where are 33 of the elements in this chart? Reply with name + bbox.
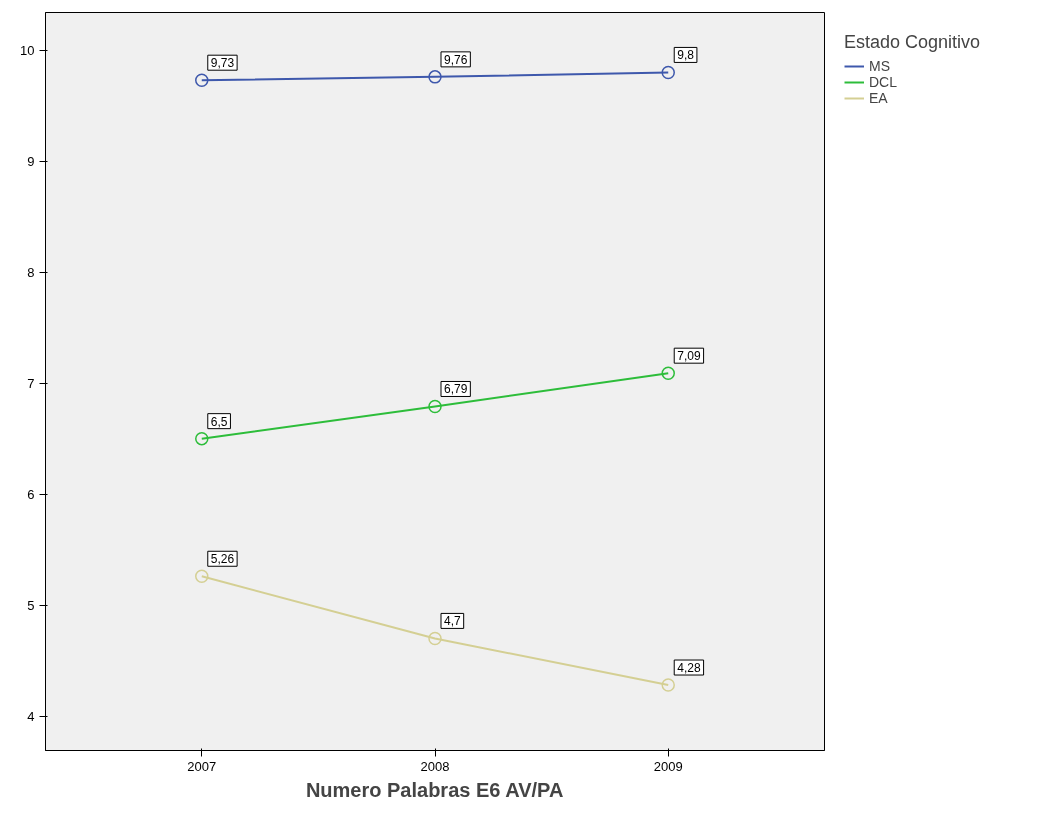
data-label: 9,73 [210, 56, 235, 71]
legend-label: EA [869, 90, 889, 106]
y-tick-label: 7 [27, 375, 35, 391]
data-label: 6,5 [210, 414, 228, 429]
x-axis-title: Numero Palabras E6 AV/PA [305, 778, 564, 801]
point [661, 65, 675, 80]
x-tick-label: 2009 [653, 758, 683, 774]
point [428, 70, 442, 84]
y-tick-label: 4 [27, 708, 35, 724]
y-tick-label: 9 [27, 153, 35, 169]
data-label: 9,8 [677, 48, 695, 63]
data-label: 5,26 [210, 552, 235, 567]
point [195, 73, 209, 87]
legend-label: DCL [869, 74, 898, 90]
data-label: 4,28 [677, 661, 701, 676]
data-label: 9,76 [444, 52, 468, 67]
point [661, 678, 675, 692]
x-tick-label: 2008 [420, 758, 450, 774]
y-tick-label: 6 [27, 486, 35, 502]
x-tick-label: 2007 [187, 758, 217, 774]
point [195, 431, 209, 446]
data-label: 4,7 [444, 614, 462, 629]
y-tick-label: 8 [27, 264, 35, 280]
point [428, 631, 442, 646]
point [195, 569, 209, 583]
data-label: 6,79 [444, 382, 468, 397]
data-label: 7,09 [677, 349, 701, 364]
legend-title: Estado Cognitivo [844, 32, 981, 53]
point [661, 366, 675, 380]
point [428, 399, 442, 414]
legend-label: MS [869, 58, 890, 74]
y-tick-label: 10 [20, 42, 35, 58]
y-tick-label: 5 [27, 597, 35, 613]
